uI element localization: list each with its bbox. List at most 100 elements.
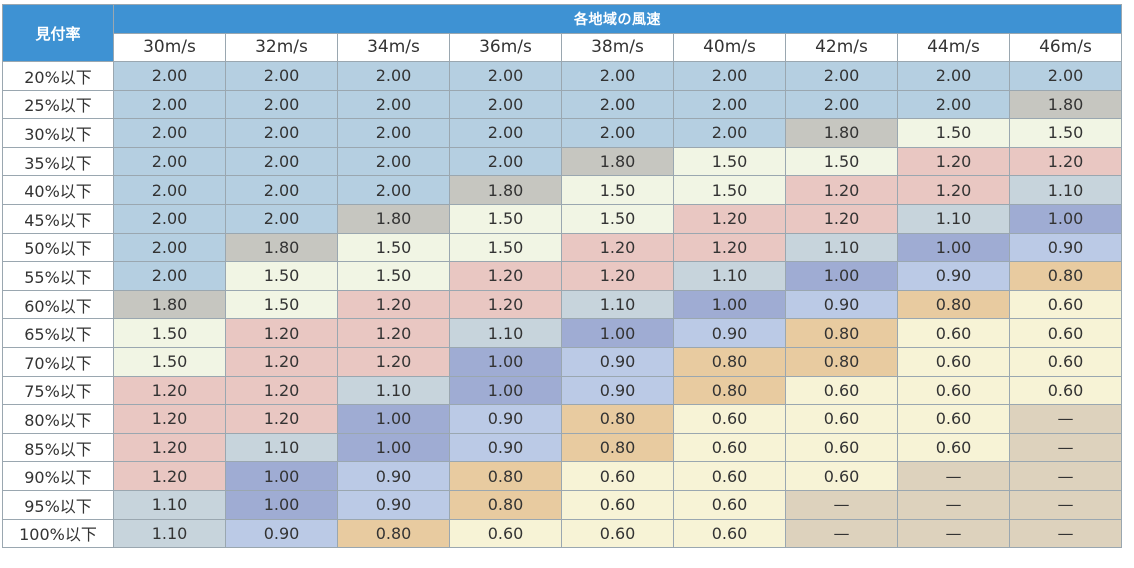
table-row: 20%以下 2.00 2.00 2.00 2.00 2.00 2.00 2.00 2.00 2.0… bbox=[2, 61, 1122, 91]
row-label: 75%以下 bbox=[2, 375, 114, 406]
table-cell: 1.50 bbox=[673, 175, 786, 205]
table-cell: 1.80 bbox=[225, 232, 338, 263]
table-cell: 2.00 bbox=[113, 261, 226, 291]
table-cell: 0.90 bbox=[225, 518, 338, 549]
table-cell: 1.20 bbox=[337, 346, 450, 377]
speed-header: 36m/s bbox=[449, 32, 562, 62]
table-cell: 2.00 bbox=[225, 89, 338, 120]
table-cell: 1.10 bbox=[1009, 175, 1122, 205]
table-cell: 1.10 bbox=[113, 489, 226, 520]
table-cell: 0.60 bbox=[561, 489, 674, 520]
table-cell: 2.00 bbox=[225, 61, 338, 91]
table-cell: 2.00 bbox=[673, 89, 786, 120]
speed-header: 38m/s bbox=[561, 32, 674, 62]
row-label: 50%以下 bbox=[2, 232, 114, 263]
table-cell: 2.00 bbox=[673, 61, 786, 91]
table-cell: 1.80 bbox=[561, 146, 674, 177]
table-cell: 0.80 bbox=[449, 489, 562, 520]
table-cell: 1.50 bbox=[225, 289, 338, 320]
table-cell: 1.10 bbox=[225, 432, 338, 463]
table-cell: 0.90 bbox=[785, 289, 898, 320]
table-cell: 1.50 bbox=[561, 175, 674, 205]
table-cell: 1.50 bbox=[337, 261, 450, 291]
table-cell: 2.00 bbox=[897, 61, 1010, 91]
table-cell: 2.00 bbox=[337, 61, 450, 91]
table-cell: 0.90 bbox=[1009, 232, 1122, 263]
coefficient-table-container: 見付率 各地域の風速 30m/s 32m/s 34m/s 36m/s 38m/s 40m/… bbox=[2, 4, 1122, 549]
table-cell: 1.00 bbox=[561, 318, 674, 348]
table-cell: — bbox=[785, 489, 898, 520]
row-label: 40%以下 bbox=[2, 175, 114, 205]
table-cell: 0.80 bbox=[785, 318, 898, 348]
table-cell: 0.80 bbox=[673, 375, 786, 406]
speed-header: 42m/s bbox=[785, 32, 898, 62]
table-row: 95%以下 1.10 1.00 0.90 0.80 0.60 0.60— — — bbox=[2, 489, 1122, 520]
table-cell: — bbox=[1009, 518, 1122, 549]
table-cell: 1.00 bbox=[449, 346, 562, 377]
table-cell: 2.00 bbox=[785, 89, 898, 120]
table-cell: 1.00 bbox=[225, 461, 338, 491]
table-cell: 0.60 bbox=[897, 346, 1010, 377]
table-cell: 2.00 bbox=[337, 146, 450, 177]
table-cell: 0.60 bbox=[673, 489, 786, 520]
table-cell: 0.60 bbox=[1009, 375, 1122, 406]
table-cell: 1.20 bbox=[225, 318, 338, 348]
table-cell: 0.60 bbox=[897, 318, 1010, 348]
table-cell: 1.20 bbox=[561, 261, 674, 291]
table-cell: 2.00 bbox=[113, 232, 226, 263]
table-cell: 2.00 bbox=[337, 118, 450, 148]
table-cell: 0.80 bbox=[785, 346, 898, 377]
table-row: 25%以下 2.00 2.00 2.00 2.00 2.00 2.00 2.00 2.00 1.8… bbox=[2, 89, 1122, 120]
table-cell: 1.20 bbox=[785, 175, 898, 205]
table-cell: 1.20 bbox=[673, 232, 786, 263]
table-cell: 2.00 bbox=[113, 118, 226, 148]
speed-header: 40m/s bbox=[673, 32, 786, 62]
table-cell: — bbox=[897, 489, 1010, 520]
speed-header: 46m/s bbox=[1009, 32, 1122, 62]
table-cell: 2.00 bbox=[113, 89, 226, 120]
table-cell: 0.60 bbox=[1009, 289, 1122, 320]
table-row: 80%以下 1.20 1.20 1.00 0.90 0.80 0.60 0.60 0.60— bbox=[2, 404, 1122, 434]
table-cell: 1.00 bbox=[337, 404, 450, 434]
table-cell: 0.80 bbox=[1009, 261, 1122, 291]
table-cell: — bbox=[1009, 404, 1122, 434]
table-cell: 1.20 bbox=[673, 203, 786, 234]
table-cell: 1.20 bbox=[113, 461, 226, 491]
table-cell: 2.00 bbox=[449, 118, 562, 148]
table-cell: 0.60 bbox=[897, 404, 1010, 434]
table-cell: — bbox=[897, 461, 1010, 491]
table-cell: 0.90 bbox=[337, 461, 450, 491]
table-row: 45%以下 2.00 2.00 1.80 1.50 1.50 1.20 1.20 1.10 1.0… bbox=[2, 203, 1122, 234]
speed-header: 34m/s bbox=[337, 32, 450, 62]
wind-speed-coefficient-table: 見付率 各地域の風速 30m/s 32m/s 34m/s 36m/s 38m/s 40m/… bbox=[2, 4, 1122, 549]
table-row: 30%以下 2.00 2.00 2.00 2.00 2.00 2.00 1.80 1.50 1.5… bbox=[2, 118, 1122, 148]
table-cell: 1.20 bbox=[113, 375, 226, 406]
table-cell: 1.20 bbox=[225, 404, 338, 434]
table-cell: 0.60 bbox=[449, 518, 562, 549]
table-row: 35%以下 2.00 2.00 2.00 2.00 1.80 1.50 1.50 1.20 1.2… bbox=[2, 146, 1122, 177]
table-cell: 1.50 bbox=[1009, 118, 1122, 148]
table-cell: 0.60 bbox=[785, 375, 898, 406]
table-cell: 2.00 bbox=[225, 203, 338, 234]
row-label: 85%以下 bbox=[2, 432, 114, 463]
table-row: 100%以下 1.10 0.90 0.80 0.60 0.60 0.60— — — bbox=[2, 518, 1122, 549]
table-cell: 1.00 bbox=[1009, 203, 1122, 234]
table-cell: 0.60 bbox=[897, 432, 1010, 463]
row-label: 95%以下 bbox=[2, 489, 114, 520]
table-cell: 0.90 bbox=[561, 375, 674, 406]
table-row: 70%以下 1.50 1.20 1.20 1.00 0.90 0.80 0.80 0.60 0.6… bbox=[2, 346, 1122, 377]
table-cell: 0.80 bbox=[337, 518, 450, 549]
table-row: 75%以下 1.20 1.20 1.10 1.00 0.90 0.80 0.60 0.60 0.6… bbox=[2, 375, 1122, 406]
table-cell: 2.00 bbox=[449, 61, 562, 91]
row-label: 30%以下 bbox=[2, 118, 114, 148]
table-cell: 1.50 bbox=[113, 318, 226, 348]
table-cell: 1.50 bbox=[673, 146, 786, 177]
table-cell: 1.10 bbox=[449, 318, 562, 348]
table-row: 85%以下 1.20 1.10 1.00 0.90 0.80 0.60 0.60 0.60— bbox=[2, 432, 1122, 463]
table-cell: 1.50 bbox=[337, 232, 450, 263]
table-cell: 1.00 bbox=[449, 375, 562, 406]
table-cell: 1.50 bbox=[561, 203, 674, 234]
corner-header: 見付率 bbox=[2, 4, 114, 62]
table-cell: 0.60 bbox=[1009, 318, 1122, 348]
table-cell: 2.00 bbox=[225, 175, 338, 205]
